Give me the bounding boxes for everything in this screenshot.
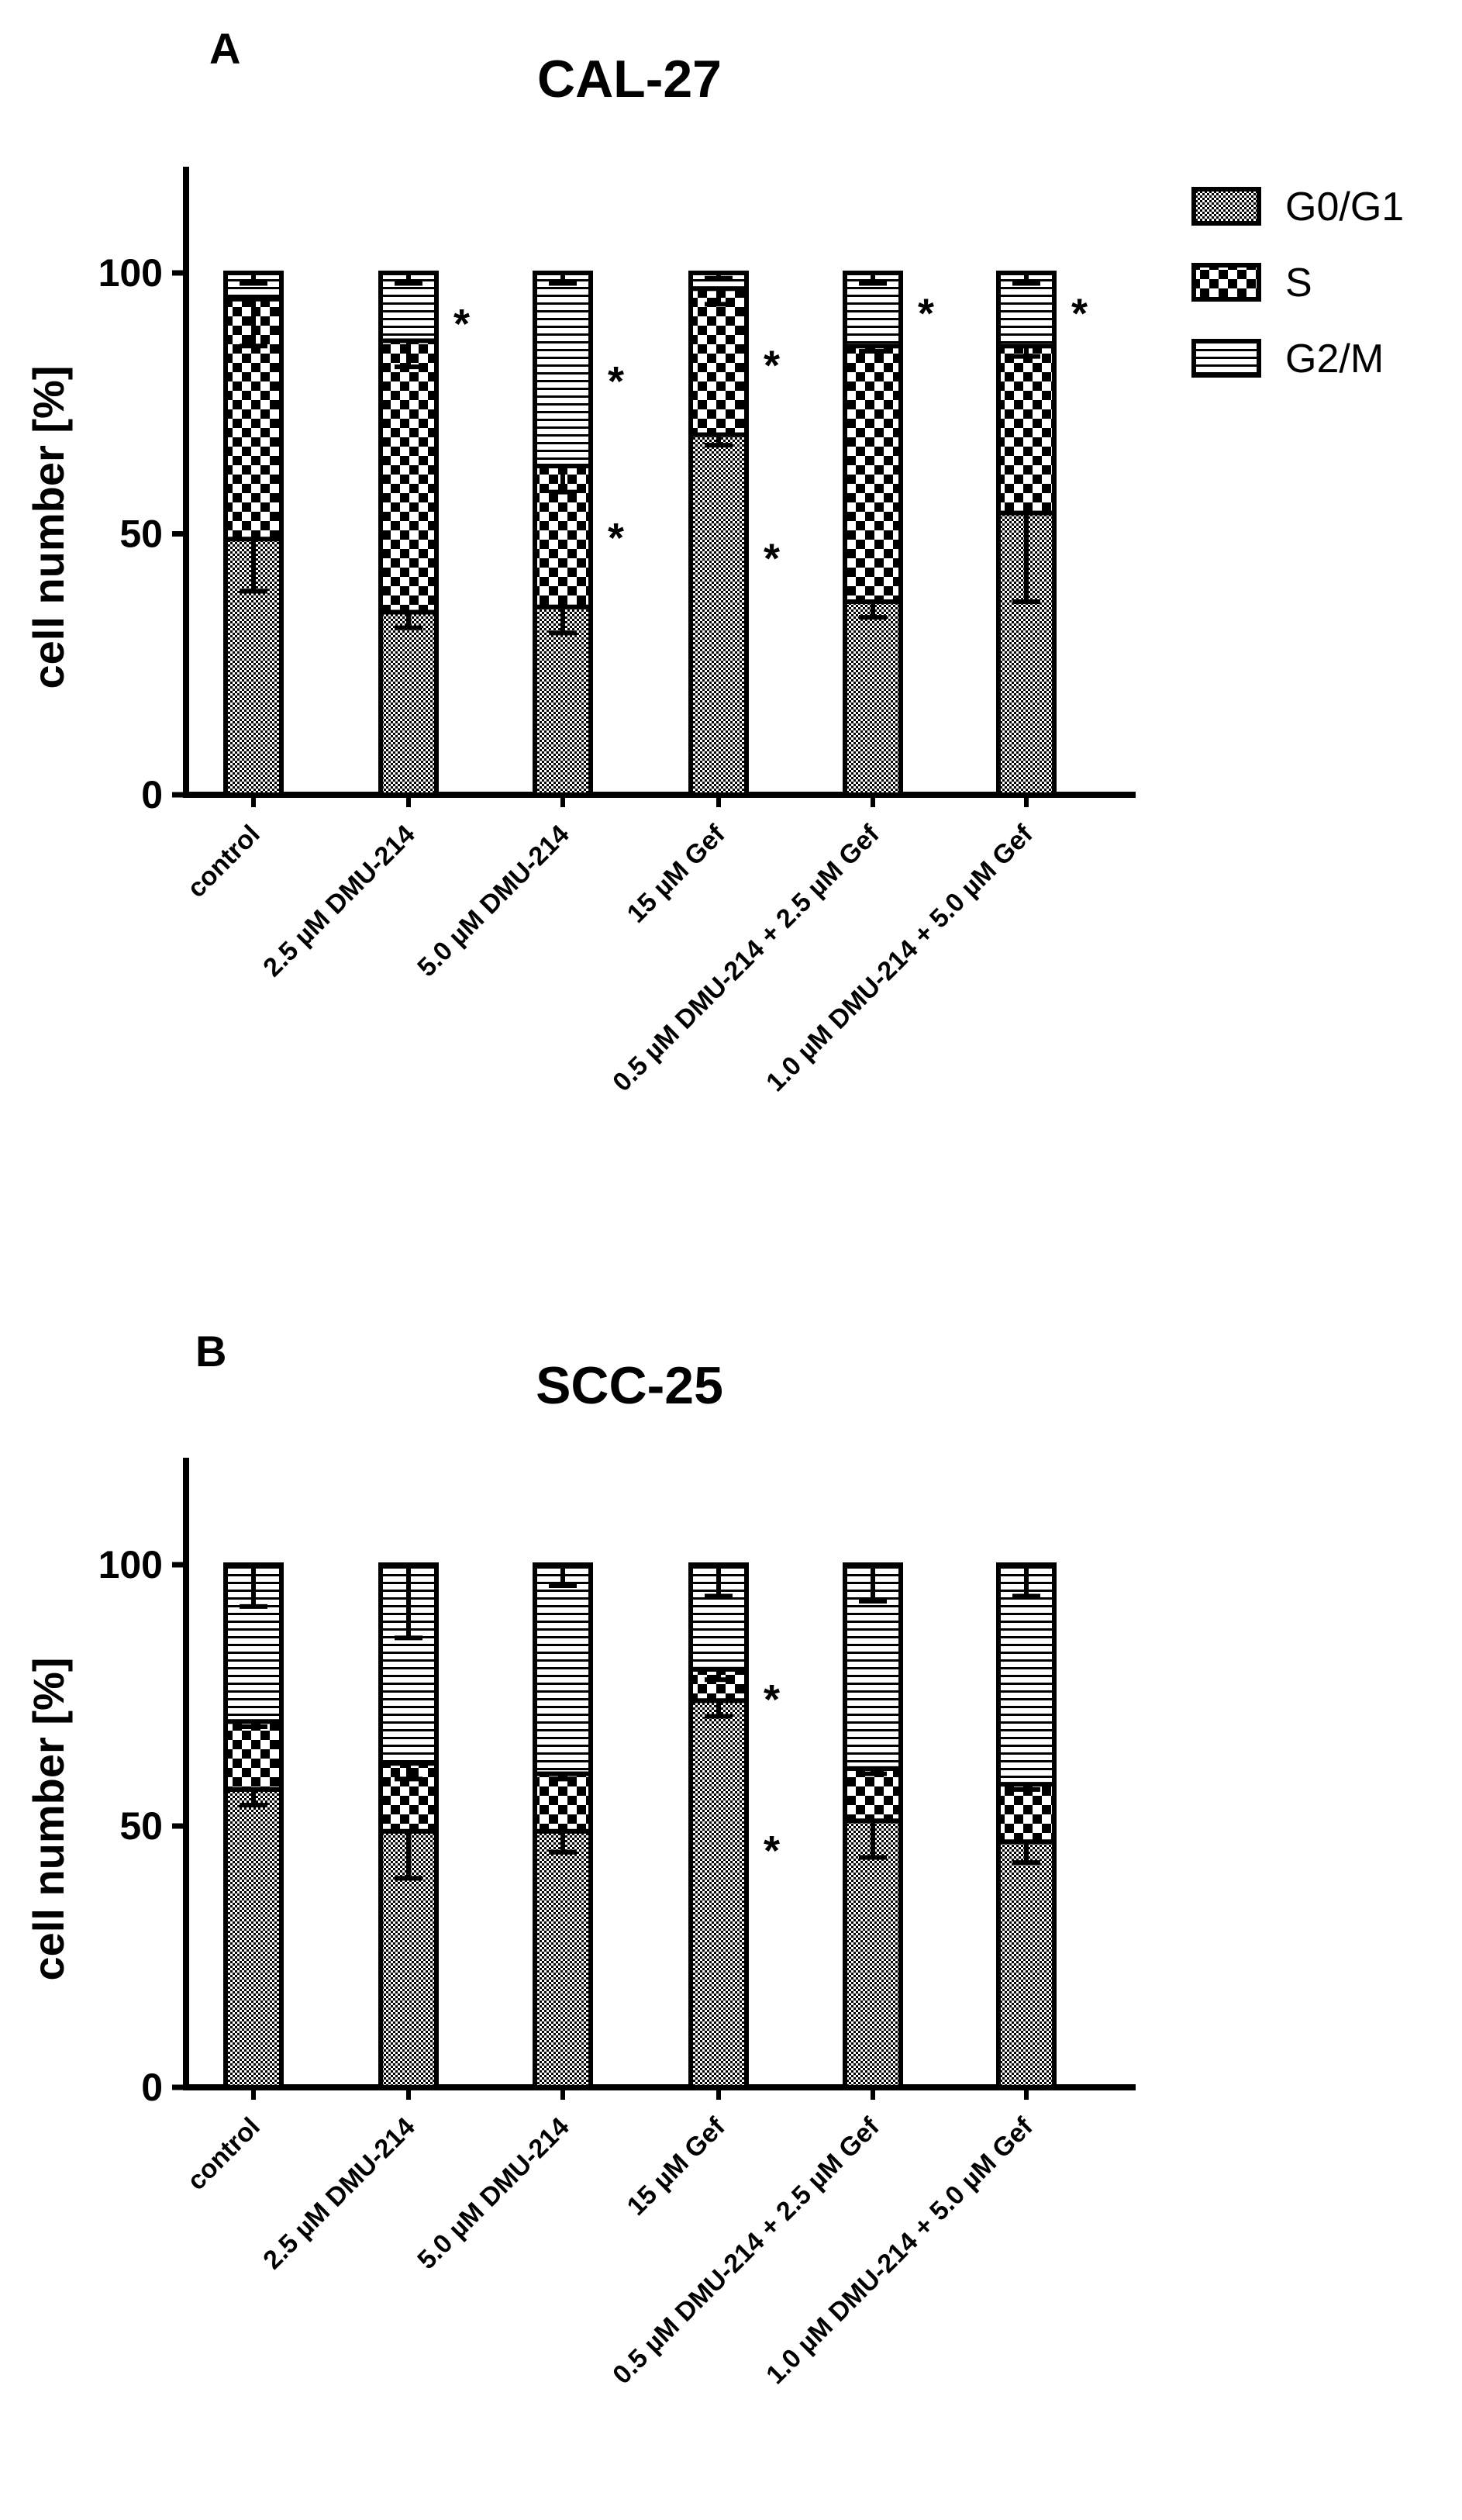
significance-marker: *: [453, 301, 470, 347]
significance-marker: *: [764, 1828, 780, 1874]
bar-segment: [533, 1562, 593, 1776]
legend-swatch: [1191, 339, 1261, 378]
x-tick-label: 0.5 µM DMU-214 + 2.5 µM Gef: [607, 2111, 885, 2390]
bar-segment: [688, 286, 749, 437]
significance-marker: *: [608, 515, 624, 561]
bar-segment: [533, 1771, 593, 1834]
x-tick-label: 5.0 µM DMU-214: [412, 2112, 574, 2275]
legend-swatch: [1191, 263, 1261, 302]
x-tick-label: 0.5 µM DMU-214 + 2.5 µM Gef: [607, 819, 885, 1097]
legend-label: S: [1285, 261, 1312, 306]
bar-segment: [533, 1828, 593, 2090]
bar-segment: [378, 609, 439, 798]
y-tick-label: 0: [141, 773, 163, 816]
bar-segment: [533, 604, 593, 797]
significance-marker: *: [918, 290, 934, 337]
x-tick-label: 2.5 µM DMU-214: [257, 820, 420, 982]
x-tick-label: 5.0 µM DMU-214: [412, 820, 574, 982]
bar-segment: [378, 338, 439, 615]
x-tick-label: control: [181, 2112, 265, 2196]
bar-segment: [843, 1818, 903, 2090]
x-tick-label: 15 µM Gef: [622, 819, 731, 928]
bar-segment: [533, 271, 593, 469]
bar-segment: [688, 1698, 749, 2090]
bar-segment: [223, 1719, 284, 1792]
bar-segment: [843, 1766, 903, 1824]
legend-swatch: [1191, 187, 1261, 226]
y-axis-label: cell number [%]: [24, 366, 73, 689]
y-tick-label: 0: [141, 2066, 163, 2109]
panel-letter: B: [195, 1327, 226, 1376]
chart-title: CAL-27: [537, 50, 722, 109]
bar-segment: [843, 343, 903, 604]
y-tick-label: 100: [98, 1543, 163, 1586]
significance-marker: *: [608, 358, 624, 405]
bar-segment: [688, 1666, 749, 1704]
x-tick-label: 15 µM Gef: [622, 2111, 731, 2221]
bar-segment: [223, 1786, 284, 2090]
bar-segment: [996, 343, 1057, 516]
x-tick-label: 1.0 µM DMU-214 + 5.0 µM Gef: [760, 819, 1039, 1097]
significance-marker: *: [764, 1676, 780, 1723]
significance-marker: *: [764, 536, 780, 582]
legend: G0/G1 S G2/M: [1191, 185, 1404, 381]
y-tick-label: 50: [119, 513, 163, 556]
panel-letter: A: [209, 24, 240, 73]
y-tick-label: 100: [98, 251, 163, 295]
chart-title: SCC-25: [536, 1356, 723, 1415]
significance-marker: *: [1071, 290, 1088, 337]
x-tick-label: control: [181, 820, 265, 903]
bar-segment: [688, 432, 749, 797]
bar-segment: [996, 1839, 1057, 2090]
x-tick-label: 1.0 µM DMU-214 + 5.0 µM Gef: [760, 2111, 1039, 2390]
significance-marker: *: [764, 343, 780, 389]
bar-segment: [996, 1782, 1057, 1845]
bar-segment: [843, 599, 903, 797]
y-axis-label: cell number [%]: [24, 1658, 73, 1981]
bar-segment: [533, 464, 593, 609]
legend-label: G2/M: [1285, 337, 1384, 381]
legend-label: G0/G1: [1285, 185, 1404, 230]
y-tick-label: 50: [119, 1804, 163, 1848]
x-tick-label: 2.5 µM DMU-214: [257, 2112, 420, 2275]
